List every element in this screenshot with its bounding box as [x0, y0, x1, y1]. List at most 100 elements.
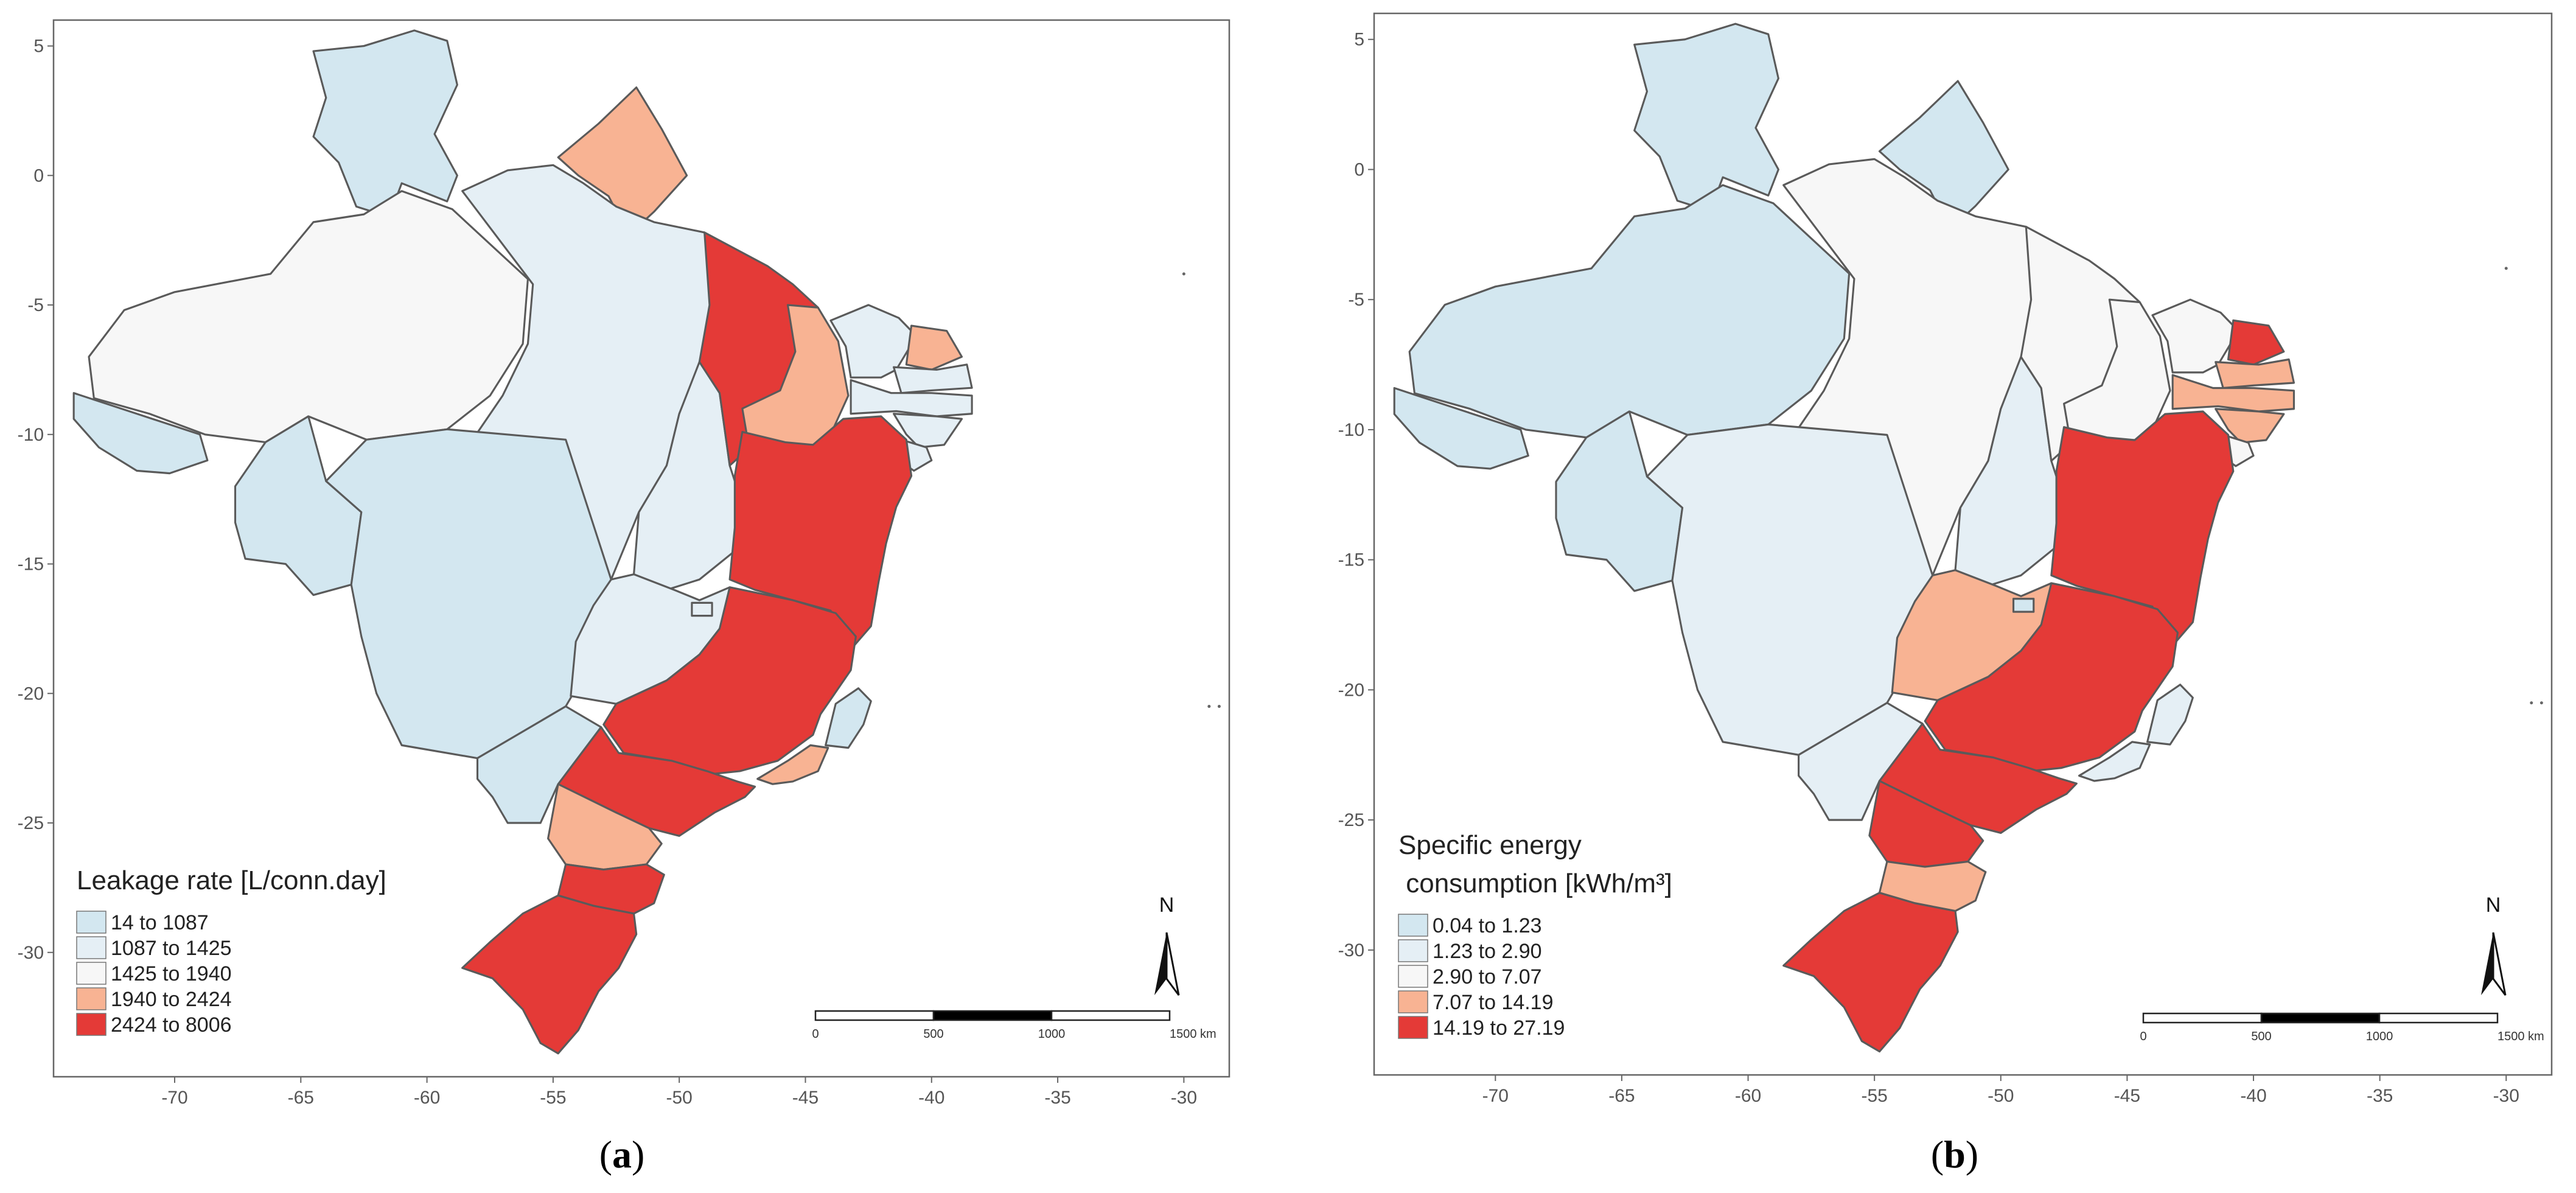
- scale-label: 0: [812, 1027, 819, 1041]
- north-arrow-icon-half: [1165, 932, 1180, 996]
- scale-label: 1500 km: [2497, 1030, 2544, 1043]
- legend-title: Specific energy: [1398, 830, 1582, 860]
- scale-label: 1000: [1038, 1027, 1066, 1041]
- x-tick-label: -65: [1608, 1086, 1635, 1106]
- scale-label: 500: [2251, 1030, 2271, 1043]
- north-label: N: [2486, 894, 2501, 917]
- state-ro: [1555, 410, 1684, 592]
- x-tick-label: -45: [792, 1088, 819, 1108]
- scale-bar-segment: [932, 1010, 1053, 1021]
- state-ro: [234, 415, 363, 596]
- state-pe: [2171, 374, 2295, 413]
- legend-swatch: [1398, 939, 1428, 962]
- north-arrow-icon: [2481, 932, 2493, 995]
- x-tick-label: -30: [2493, 1086, 2519, 1106]
- y-tick-label: -5: [1348, 290, 1364, 310]
- state-es: [2146, 684, 2194, 746]
- scale-bar-segment: [2142, 1012, 2263, 1024]
- legend-b: Specific energy consumption [kWh/m³] 0.0…: [1398, 830, 1672, 1040]
- panel-label-b: (b): [1931, 1133, 1978, 1176]
- y-tick-label: -30: [18, 943, 44, 963]
- state-rr: [1633, 23, 1779, 212]
- state-ac: [1393, 387, 1529, 470]
- state-al: [893, 413, 963, 449]
- y-tick-label: -20: [1338, 680, 1364, 700]
- legend-swatch: [1398, 990, 1428, 1013]
- y-tick-label: -20: [18, 684, 44, 704]
- y-tick-label: -15: [18, 555, 44, 575]
- legend-swatch: [76, 987, 106, 1010]
- scale-label: 0: [2140, 1030, 2146, 1043]
- state-pe: [850, 379, 973, 418]
- state-rr: [312, 29, 458, 218]
- y-tick-label: 5: [1354, 30, 1364, 50]
- legend-swatch: [76, 911, 106, 934]
- x-tick-label: -65: [288, 1088, 314, 1108]
- y-tick-label: -25: [1338, 810, 1364, 830]
- island-dot: [1182, 272, 1185, 276]
- y-tick-label: -10: [1338, 420, 1364, 440]
- state-mg: [1924, 582, 2179, 772]
- state-am: [88, 190, 529, 444]
- x-tick-label: -55: [1861, 1086, 1887, 1106]
- y-tick-label: 0: [33, 166, 44, 186]
- scale-bar-segment: [2378, 1012, 2499, 1024]
- x-tick-label: -30: [1171, 1088, 1197, 1108]
- axis-ticks-b: -70 -65 -60 -55 -50 -45 -40 -35 -30 5 0 -5 -10 -15 -20…: [1338, 30, 2519, 1106]
- legend-label: 14 to 1087: [111, 911, 209, 934]
- legend-title: Leakage rate [L/conn.day]: [77, 866, 386, 895]
- panel-a: -70 -65 -60 -55 -50 -45 -40 -35 -30 5 0 -5 -10 -15 -20…: [18, 19, 1230, 1176]
- x-tick-label: -50: [666, 1088, 693, 1108]
- state-ba: [2050, 410, 2235, 647]
- legend-label: 2424 to 8006: [111, 1013, 232, 1037]
- scale-label: 500: [923, 1027, 943, 1041]
- north-arrow-b: N: [2481, 894, 2507, 996]
- scale-bar-a: 0 500 1000 1500 km: [812, 1010, 1216, 1041]
- legend-swatch: [76, 962, 106, 985]
- state-rs: [461, 894, 638, 1055]
- scale-label: 1500 km: [1170, 1027, 1216, 1041]
- y-tick-label: -25: [18, 813, 44, 833]
- state-ac: [72, 392, 209, 475]
- legend-label: 7.07 to 14.19: [1433, 991, 1554, 1014]
- state-ms: [1798, 702, 1924, 821]
- panel-label-a: (a): [599, 1133, 645, 1176]
- legend-swatch: [1398, 1016, 1428, 1039]
- state-rn: [905, 324, 963, 371]
- state-al: [2215, 408, 2285, 444]
- state-rj: [2078, 741, 2151, 782]
- x-tick-label: -60: [414, 1088, 440, 1108]
- state-rs: [1782, 892, 1959, 1053]
- legend-swatch: [1398, 965, 1428, 988]
- x-tick-label: -60: [1735, 1086, 1761, 1106]
- north-arrow-a: N: [1154, 894, 1180, 996]
- axis-ticks-a: -70 -65 -60 -55 -50 -45 -40 -35 -30 5 0 -5 -10 -15 -20…: [18, 37, 1197, 1108]
- legend-swatch: [1398, 914, 1428, 937]
- y-tick-label: -5: [27, 295, 44, 315]
- island-dot: [2530, 701, 2533, 705]
- legend-label: 2.90 to 7.07: [1433, 965, 1542, 988]
- state-df: [691, 601, 713, 617]
- legend-swatch: [76, 936, 106, 959]
- map-frame-a: [52, 19, 1230, 1078]
- scale-bar-b: 0 500 1000 1500 km: [2140, 1012, 2544, 1043]
- scale-bar-segment: [1050, 1010, 1171, 1021]
- state-mg: [602, 586, 857, 775]
- y-tick-label: 0: [1354, 159, 1364, 180]
- x-tick-label: -35: [2367, 1086, 2393, 1106]
- legend-label: 1.23 to 2.90: [1433, 940, 1542, 963]
- legend-label: 1425 to 1940: [111, 962, 232, 985]
- legend-label: 1087 to 1425: [111, 937, 232, 960]
- x-tick-label: -55: [540, 1088, 566, 1108]
- state-rj: [756, 744, 829, 785]
- x-tick-label: -40: [2240, 1086, 2266, 1106]
- x-tick-label: -45: [2114, 1086, 2140, 1106]
- scale-label: 1000: [2366, 1030, 2393, 1043]
- north-arrow-icon-half: [2492, 932, 2507, 996]
- x-tick-label: -70: [161, 1088, 187, 1108]
- x-tick-label: -40: [918, 1088, 944, 1108]
- state-df: [2012, 598, 2035, 613]
- scale-bar-segment: [2260, 1012, 2381, 1024]
- state-ba: [728, 415, 913, 651]
- legend-label: 14.19 to 27.19: [1433, 1016, 1565, 1040]
